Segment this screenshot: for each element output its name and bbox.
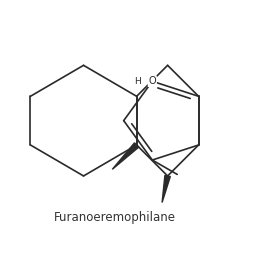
Text: H: H: [134, 77, 141, 86]
Polygon shape: [112, 143, 139, 169]
Polygon shape: [162, 175, 170, 202]
Text: Furanoeremophilane: Furanoeremophilane: [54, 211, 176, 225]
Text: O: O: [148, 76, 156, 86]
